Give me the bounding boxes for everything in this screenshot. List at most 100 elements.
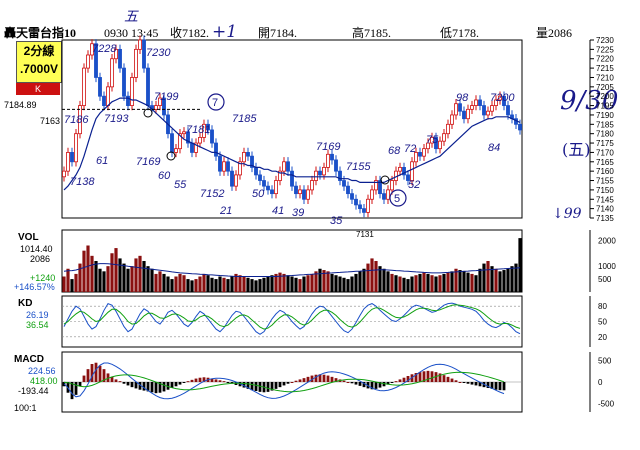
price-ytick-label: 7215 [596,64,614,73]
macd-bar [198,377,202,382]
macd-bar [266,382,270,392]
volume-bar [186,279,190,292]
price-last-value: 7184.89 [4,100,37,110]
candle-body [266,185,270,191]
handwritten-note: 7199 [154,91,178,103]
candle-body [390,180,394,191]
handwritten-note: 7185 [232,113,257,125]
volume-bar [342,277,346,292]
candle-body [70,152,74,163]
volume-bar [386,271,390,292]
volume-bar [354,273,358,292]
candle-body [202,123,206,138]
candle-body [162,97,166,116]
candle-body [210,129,214,144]
candle-body [314,170,318,181]
candle-body [254,167,258,176]
volume-bar [230,276,234,292]
candle-body [90,43,94,56]
handwritten-note: 7193 [104,113,129,125]
candle-body [106,86,110,106]
candle-body [142,39,146,69]
volume-bar [270,275,274,292]
volume-bar [166,276,170,292]
volume-bar [122,263,126,292]
candle-body [398,167,402,172]
candle-body [506,105,510,116]
volume-bar [130,266,134,292]
candle-body [178,133,182,150]
candle-body [206,123,210,131]
candle-body [194,142,198,153]
candle-body [218,155,222,172]
kd-ytick-label: 80 [598,302,607,311]
volume-bar [370,258,374,292]
macd-bar [218,380,222,382]
handwritten-note: 7200 [490,92,515,104]
candle-body [374,180,378,191]
candle-body [362,208,366,213]
volume-bar [178,273,182,292]
price-ytick-label: 7150 [596,186,614,195]
handwritten-note: 35 [330,215,343,227]
price-ytick-label: 7230 [596,36,614,45]
candle-body [426,142,430,150]
macd-bar [306,376,310,382]
macd-dif-line [63,362,505,400]
low-price: 低7178. [440,26,480,40]
volume-bar [498,271,502,292]
volume-bar [402,277,406,292]
handwritten-note: 72 [404,143,416,155]
macd-bar [414,373,418,382]
candle-body [114,48,118,60]
volume-bar [490,266,494,292]
macd-bar [258,382,262,392]
handwritten-note: 7169 [316,141,340,153]
volume-bar [102,271,106,292]
candle-body [262,180,266,187]
macd-bar [394,381,398,383]
candle-body [358,204,362,210]
candle-body [466,108,470,120]
volume-bar [158,271,162,292]
candle-body [290,170,294,187]
macd-bar [246,382,250,389]
macd-bar [242,382,246,388]
candle-body [78,105,82,135]
volume-bar [518,238,522,292]
volume-panel [62,238,522,292]
top-marker-note: 五 [124,9,138,25]
header-bar: 轟天雷台指10 0930 13:45 收7182. +1 開7184. 高718… [0,0,640,42]
macd-scale-label: 100:1 [14,403,37,413]
macd-bar [90,364,94,382]
candle-body [382,193,386,200]
handwritten-note: 50 [252,188,265,200]
volume-bar [170,279,174,292]
candle-body [66,152,70,172]
candle-body [94,43,98,78]
kd-ytick-label: 50 [598,318,607,327]
weekday-note: (五) [562,140,591,159]
macd-bar [434,372,438,382]
candle-body [182,131,186,135]
candle-body [334,159,338,172]
volume-bar [294,277,298,292]
handwritten-note: 60 [158,170,171,182]
volume-ma-line [63,263,521,277]
macd-bar [342,380,346,382]
kd-k-value: 26.19 [26,310,49,320]
volume-total: 量2086 [536,26,573,40]
candle-body [438,140,442,150]
macd-bar [438,373,442,382]
volume-bar [86,245,90,292]
candle-body [274,180,278,195]
volume-bar [238,275,242,292]
price-ytick-label: 7155 [596,177,614,186]
candle-body [350,193,354,200]
volume-bar [70,279,74,292]
macd-bar [210,378,214,382]
kd-d-value: 36.54 [26,320,49,330]
macd-bar [502,382,506,391]
price-ytick-label: 7195 [596,102,614,111]
